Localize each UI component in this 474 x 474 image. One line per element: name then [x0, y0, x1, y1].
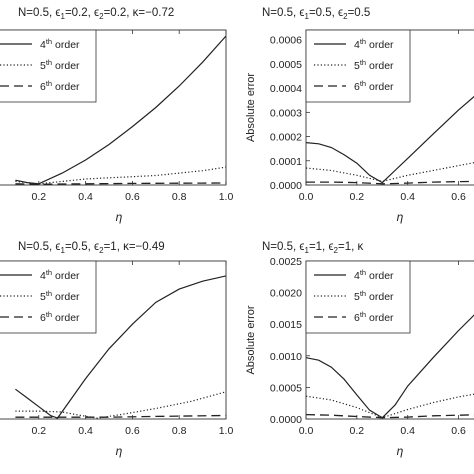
x-tick-label: 0.0	[299, 191, 314, 203]
series-line-dashed	[15, 182, 226, 185]
plot-p4: N=0.5, ϵ1=1, ϵ2=1, κ 0.0 0.2 0.4 0.6 η 0.0000 0…	[245, 241, 474, 458]
x-axis-label: η	[397, 210, 404, 224]
legend-entry: 4th order	[40, 268, 80, 282]
y-axis-label: Absolute error	[245, 305, 257, 374]
series-line-solid	[15, 35, 226, 185]
y-tick-label: 0.0002	[270, 132, 302, 144]
y-tick-label: 0.0005	[270, 382, 302, 394]
legend-box	[0, 260, 97, 334]
series-line-dotted	[306, 162, 474, 183]
x-tick-label: 0.6	[125, 425, 140, 437]
legend-entry: 6th order	[354, 79, 394, 93]
chart-title: N=0.5, ϵ1=0.5, ϵ2=1, κ=−0.49	[18, 241, 165, 255]
y-tick-label: 0.0005	[270, 59, 302, 71]
x-tick-label: 0.2	[350, 425, 365, 437]
y-tick-label: 0.0004	[270, 83, 302, 95]
x-tick-label: 1.0	[219, 191, 234, 203]
series-line-dotted	[306, 393, 474, 419]
legend-entry: 6th order	[40, 310, 80, 324]
x-tick-label: 0.2	[350, 191, 365, 203]
x-tick-label: 0.2	[31, 425, 46, 437]
x-tick-label: 0.8	[172, 425, 187, 437]
y-tick-label: 0.0025	[270, 256, 302, 268]
x-tick-label: 1.0	[219, 425, 234, 437]
chart-title: N=0.5, ϵ1=0.2, ϵ2=0.2, κ=−0.72	[18, 7, 174, 21]
plot-frame	[0, 29, 227, 186]
series-line-dotted	[15, 166, 226, 185]
x-tick-label: 0.4	[400, 191, 415, 203]
plot-p3: N=0.5, ϵ1=0.5, ϵ2=1, κ=−0.49 0.2 0.4 0.6 0.8…	[0, 241, 233, 458]
x-tick-label: 0.6	[125, 191, 140, 203]
legend-entry: 5th order	[40, 58, 80, 72]
y-tick-label: 0.0000	[270, 180, 302, 192]
legend-entry: 4th order	[40, 37, 80, 51]
series-line-solid	[306, 314, 474, 419]
legend-entry: 4th order	[354, 37, 394, 51]
x-tick-label: 0.6	[451, 191, 466, 203]
legend-box	[0, 29, 97, 103]
x-tick-label: 0.4	[78, 191, 93, 203]
legend-entry: 5th order	[354, 58, 394, 72]
series-line-dashed	[306, 180, 474, 185]
x-tick-label: 0.6	[451, 425, 466, 437]
legend-entry: 4th order	[354, 268, 394, 282]
y-tick-label: 0.0015	[270, 319, 302, 331]
series-line-dashed	[15, 414, 226, 418]
x-axis-label: η	[397, 444, 404, 458]
plot-p1: N=0.5, ϵ1=0.2, ϵ2=0.2, κ=−0.72 0.2 0.4 0.6 0…	[0, 7, 233, 224]
legend-entry: 5th order	[354, 289, 394, 303]
legend-entry: 6th order	[40, 79, 80, 93]
legend-entry: 5th order	[40, 289, 80, 303]
x-tick-label: 0.8	[172, 191, 187, 203]
legend-box	[305, 260, 411, 334]
x-tick-label: 0.4	[78, 425, 93, 437]
series-line-solid	[306, 95, 474, 184]
series-line-dotted	[15, 391, 226, 419]
y-tick-label: 0.0000	[270, 414, 302, 426]
x-tick-label: 0.0	[299, 425, 314, 437]
x-axis-label: η	[116, 210, 123, 224]
x-axis-label: η	[116, 444, 123, 458]
y-tick-label: 0.0020	[270, 288, 302, 300]
y-tick-label: 0.0010	[270, 351, 302, 363]
y-tick-label: 0.0003	[270, 107, 302, 119]
y-tick-label: 0.0006	[270, 35, 302, 47]
y-tick-label: 0.0001	[270, 156, 302, 168]
legend-entry: 6th order	[354, 310, 394, 324]
y-axis-label: Absolute error	[245, 73, 257, 142]
x-tick-label: 0.2	[31, 191, 46, 203]
series-line-solid	[15, 275, 226, 419]
chart-title: N=0.5, ϵ1=0.5, ϵ2=0.5	[262, 7, 370, 21]
legend-box	[305, 29, 411, 103]
chart-title: N=0.5, ϵ1=1, ϵ2=1, κ	[262, 241, 363, 255]
plot-frame	[0, 260, 227, 420]
plot-p2: N=0.5, ϵ1=0.5, ϵ2=0.5 0.0 0.2 0.4 0.6 η 0.0000…	[245, 7, 474, 224]
x-tick-label: 0.4	[400, 425, 415, 437]
series-line-dashed	[306, 413, 474, 419]
